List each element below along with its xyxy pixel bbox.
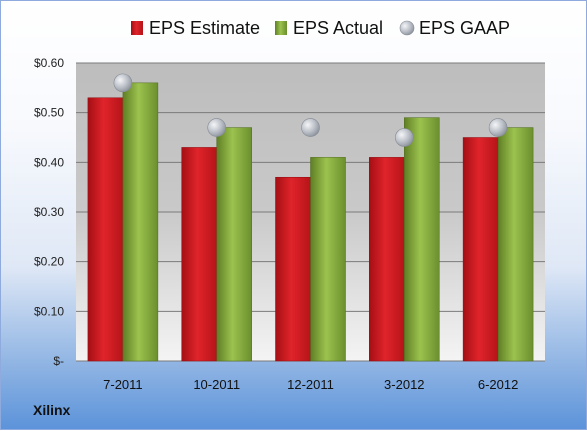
y-tick-label: $0.60 (34, 56, 64, 70)
x-tick-label: 3-2012 (384, 377, 424, 392)
legend-swatch (131, 21, 143, 35)
x-tick-label: 10-2011 (193, 377, 240, 392)
x-tick-label: 6-2012 (478, 377, 518, 392)
legend-swatch (275, 21, 287, 35)
y-tick-label: $0.30 (34, 205, 64, 219)
bar-eps-estimate (87, 97, 124, 362)
y-tick-label: $0.20 (34, 255, 64, 269)
marker-eps-gaap (301, 118, 320, 137)
y-tick-label: $0.10 (34, 304, 64, 318)
bar-eps-actual (122, 82, 159, 362)
bar-eps-actual (310, 157, 346, 362)
y-tick-label: $0.40 (34, 155, 64, 169)
marker-eps-gaap (207, 118, 226, 137)
legend-label: EPS GAAP (419, 18, 510, 38)
bar-eps-estimate (369, 157, 405, 362)
bar-eps-estimate (275, 176, 311, 362)
x-tick-label: 7-2011 (103, 377, 143, 392)
bar-eps-estimate (181, 147, 217, 362)
y-tick-label: $- (53, 354, 64, 368)
bar-eps-actual (404, 117, 440, 362)
marker-eps-gaap (488, 118, 508, 137)
legend-label: EPS Estimate (149, 18, 260, 38)
y-tick-label: $0.50 (34, 106, 64, 120)
bar-eps-estimate (462, 137, 499, 362)
legend-label: EPS Actual (293, 18, 383, 38)
legend-swatch (399, 20, 415, 36)
x-tick-label: 12-2011 (287, 377, 334, 392)
company-name: Xilinx (33, 402, 71, 418)
marker-eps-gaap (113, 73, 133, 93)
marker-eps-gaap (394, 128, 414, 147)
bar-eps-actual (497, 127, 534, 362)
bar-eps-actual (216, 127, 252, 362)
